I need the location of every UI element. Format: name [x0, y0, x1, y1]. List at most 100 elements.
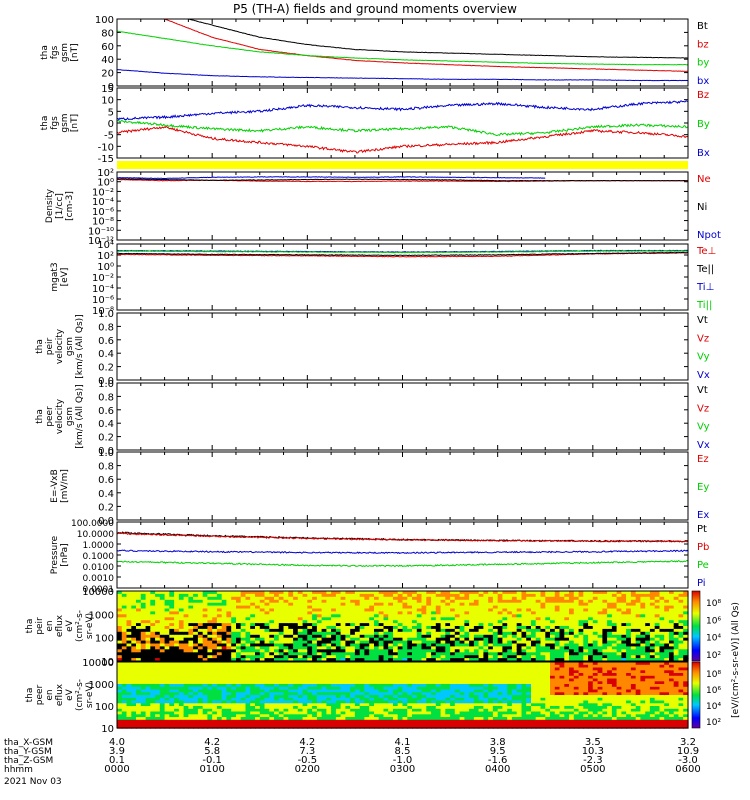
heatmap-cell: [335, 673, 342, 677]
heatmap-cell: [331, 673, 337, 677]
heatmap-cell: [645, 655, 651, 659]
heatmap-cell: [469, 655, 475, 659]
heatmap-cell: [550, 623, 556, 627]
heatmap-cell: [136, 711, 142, 715]
heatmap-cell: [259, 634, 266, 639]
legend-vx: Vx: [697, 370, 710, 381]
heatmap-cell: [630, 628, 637, 633]
heatmap-cell: [240, 608, 247, 612]
heatmap-cell: [150, 678, 156, 682]
heatmap-cell: [174, 602, 180, 607]
heatmap-cell: [335, 605, 342, 610]
heatmap-cell: [231, 673, 237, 677]
heatmap-cell: [231, 596, 237, 601]
heatmap-cell: [516, 628, 523, 633]
heatmap-cell: [302, 675, 308, 680]
heatmap-cell: [635, 605, 642, 610]
heatmap-cell: [464, 626, 470, 630]
heatmap-cell: [136, 667, 142, 671]
heatmap-cell: [350, 686, 356, 691]
heatmap-cell: [121, 626, 128, 630]
heatmap-cell: [288, 599, 294, 604]
heatmap-cell: [497, 637, 504, 642]
heatmap-cell: [630, 608, 637, 612]
heatmap-cell: [659, 623, 665, 627]
heatmap-cell: [473, 628, 480, 633]
heatmap-cell: [216, 678, 223, 682]
heatmap-cell: [240, 725, 247, 729]
heatmap-cell: [121, 717, 128, 721]
heatmap-cell: [197, 725, 204, 729]
heatmap-cell: [264, 593, 270, 598]
heatmap-cell: [155, 608, 161, 612]
heatmap-cell: [321, 617, 327, 621]
heatmap-cell: [350, 697, 356, 702]
heatmap-cell: [240, 675, 247, 680]
heatmap-cell: [197, 611, 204, 615]
heatmap-cell: [264, 711, 270, 715]
heatmap-cell: [635, 599, 642, 604]
heatmap-cell: [374, 626, 380, 630]
heatmap-cell: [202, 714, 209, 718]
heatmap-cell: [245, 697, 251, 702]
heatmap-cell: [435, 605, 442, 610]
heatmap-cell: [202, 708, 209, 713]
heatmap-cell: [621, 646, 627, 650]
heatmap-cell: [250, 722, 256, 726]
heatmap-cell: [478, 608, 484, 612]
heatmap-cell: [402, 640, 408, 645]
heatmap-cell: [569, 634, 575, 639]
heatmap-cell: [221, 714, 228, 718]
heatmap-cell: [288, 717, 294, 721]
heatmap-cell: [231, 658, 237, 662]
heatmap-cell: [393, 614, 399, 618]
y-tick-label: 10⁻⁸: [92, 217, 114, 228]
heatmap-cell: [140, 717, 147, 721]
heatmap-cell: [550, 640, 556, 645]
heatmap-cell: [645, 593, 651, 598]
heatmap-cell: [226, 649, 232, 653]
heatmap-cell: [531, 599, 537, 604]
heatmap-cell: [193, 667, 199, 671]
heatmap-cell: [531, 617, 537, 621]
heatmap-cell: [283, 640, 289, 645]
heatmap-cell: [131, 620, 137, 624]
heatmap-cell: [226, 703, 232, 707]
heatmap-cell: [550, 608, 556, 612]
heatmap-cell: [136, 640, 142, 645]
heatmap-cell: [630, 637, 637, 642]
legend-bz: bz: [697, 39, 709, 50]
heatmap-cell: [212, 725, 218, 729]
y-tick-label: 1.0: [98, 309, 114, 320]
heatmap-cell: [388, 640, 394, 645]
heatmap-cell: [197, 662, 204, 666]
heatmap-cell: [350, 646, 356, 650]
heatmap-cell: [345, 703, 351, 707]
heatmap-cell: [255, 692, 261, 696]
heatmap-cell: [131, 596, 137, 601]
heatmap-cell: [492, 617, 499, 621]
heatmap-cell: [340, 652, 346, 656]
heatmap-cell: [649, 614, 656, 618]
heatmap-cell: [159, 684, 166, 688]
heatmap-cell: [174, 706, 180, 710]
heatmap-cell: [445, 611, 451, 615]
heatmap-cell: [316, 681, 323, 685]
heatmap-cell: [202, 643, 209, 647]
heatmap-cell: [278, 593, 285, 598]
heatmap-cell: [297, 684, 304, 688]
heatmap-cell: [478, 620, 484, 624]
heatmap-cell: [136, 670, 142, 674]
heatmap-cell: [559, 623, 565, 627]
heatmap-cell: [117, 684, 123, 688]
heatmap-cell: [240, 652, 247, 656]
heatmap-cell: [450, 608, 456, 612]
heatmap-cell: [155, 711, 161, 715]
heatmap-cell: [478, 658, 484, 662]
heatmap-cell: [630, 602, 637, 607]
heatmap-cell: [178, 655, 185, 659]
heatmap-cell: [255, 608, 261, 612]
heatmap-cell: [478, 614, 484, 618]
heatmap-cell: [293, 697, 299, 702]
heatmap-cell: [202, 675, 209, 680]
